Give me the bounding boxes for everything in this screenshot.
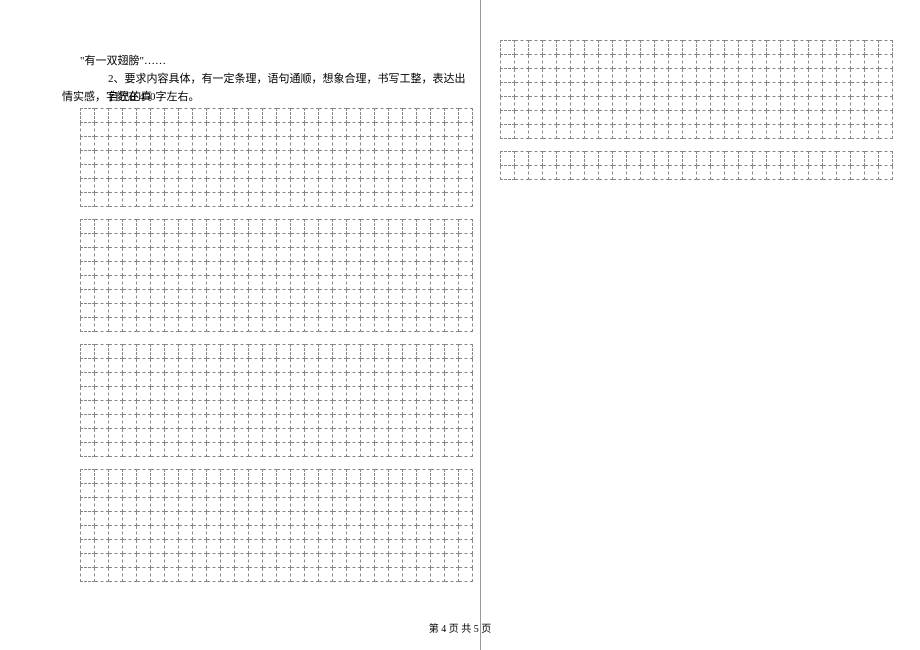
prompt-line-1: "有一双翅膀"…… [80,52,166,70]
page-footer: 第 4 页 共 5 页 [0,620,920,635]
writing-grid-left-2 [80,219,473,332]
center-divider [480,0,481,650]
prompt-line-3: 情实感，字数在450字左右。 [62,88,200,106]
writing-grid-left-4 [80,469,473,582]
writing-grid-right-1 [500,40,893,139]
page: "有一双翅膀"…… 2、要求内容具体，有一定条理，语句通顺，想象合理，书写工整，… [0,0,920,650]
writing-grid-left-3 [80,344,473,457]
writing-grid-right-2 [500,151,893,180]
writing-grid-left-1 [80,108,473,207]
